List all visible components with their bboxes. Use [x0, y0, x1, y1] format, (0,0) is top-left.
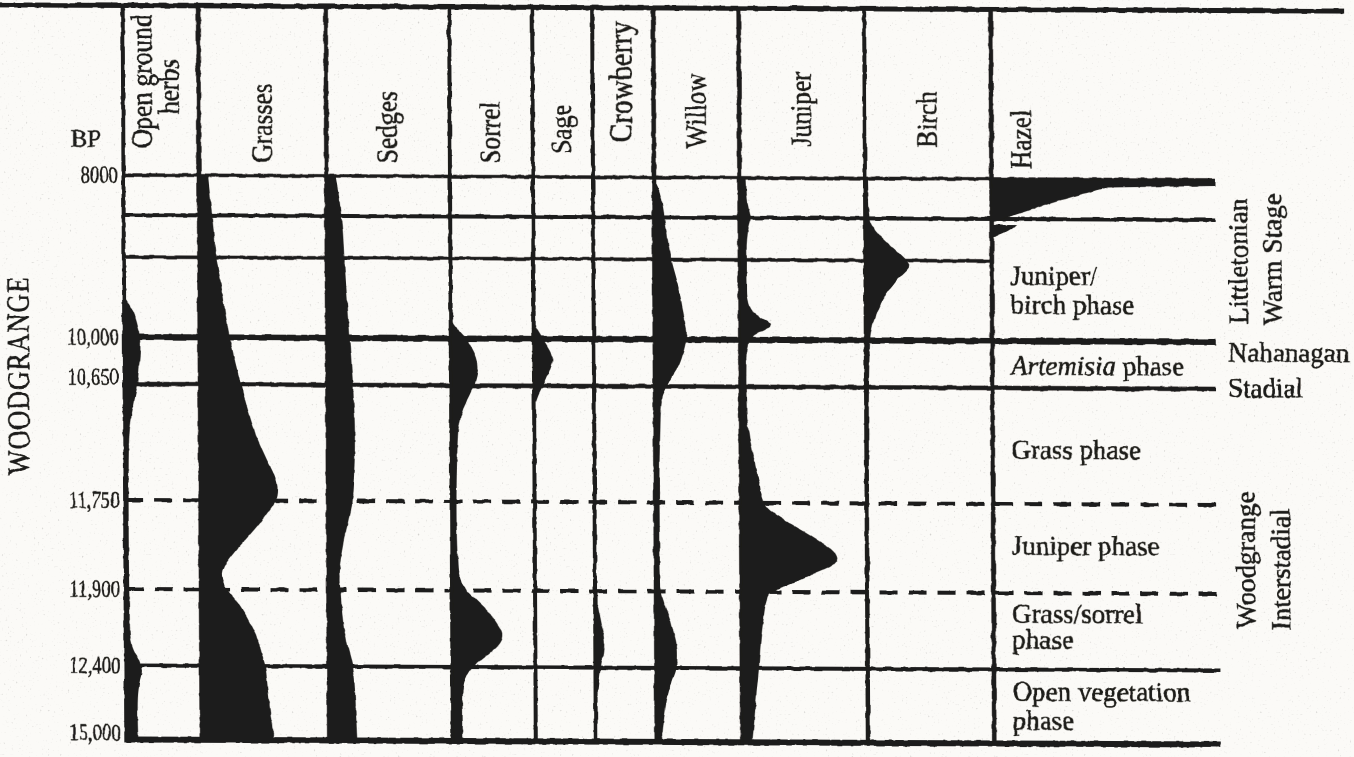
svg-text:phase: phase: [1013, 706, 1075, 736]
svg-text:herbs: herbs: [153, 59, 187, 114]
svg-text:Hazel: Hazel: [1005, 109, 1039, 169]
svg-text:Artemisia phase: Artemisia phase: [1009, 351, 1184, 382]
svg-text:8000: 8000: [80, 162, 118, 189]
svg-text:Crowberry: Crowberry: [602, 20, 639, 142]
svg-text:Juniper phase: Juniper phase: [1012, 531, 1160, 562]
svg-text:Woodgrange: Woodgrange: [1231, 491, 1262, 628]
svg-text:Grass phase: Grass phase: [1011, 435, 1141, 466]
svg-text:Grass/sorrel: Grass/sorrel: [1012, 599, 1143, 630]
svg-text:Open vegetation: Open vegetation: [1012, 677, 1190, 708]
svg-text:10,650: 10,650: [67, 364, 119, 391]
svg-text:Grasses: Grasses: [246, 83, 280, 162]
svg-text:Willow: Willow: [680, 73, 714, 149]
svg-text:Warm Stage: Warm Stage: [1257, 193, 1288, 325]
svg-text:Littletonian: Littletonian: [1223, 198, 1254, 325]
svg-text:Sedges: Sedges: [371, 91, 405, 163]
svg-text:Juniper: Juniper: [785, 71, 819, 147]
svg-text:WOODGRANGE: WOODGRANGE: [1, 276, 37, 475]
svg-text:Open ground: Open ground: [125, 14, 159, 148]
svg-text:15,000: 15,000: [69, 719, 121, 746]
svg-text:11,750: 11,750: [69, 487, 120, 514]
svg-text:10,000: 10,000: [67, 324, 119, 351]
svg-text:Birch: Birch: [911, 91, 945, 148]
svg-text:12,400: 12,400: [69, 652, 121, 679]
svg-text:Sage: Sage: [545, 104, 579, 154]
svg-text:Interstadial: Interstadial: [1266, 508, 1297, 630]
svg-text:BP: BP: [70, 126, 101, 153]
svg-text:phase: phase: [1012, 625, 1074, 655]
svg-text:Sorrel: Sorrel: [474, 101, 508, 164]
svg-text:birch phase: birch phase: [1011, 290, 1135, 321]
svg-text:Nahanagan: Nahanagan: [1228, 338, 1350, 369]
svg-text:Juniper/: Juniper/: [1010, 261, 1098, 291]
svg-text:11,900: 11,900: [69, 576, 120, 603]
svg-text:Stadial: Stadial: [1228, 373, 1303, 403]
